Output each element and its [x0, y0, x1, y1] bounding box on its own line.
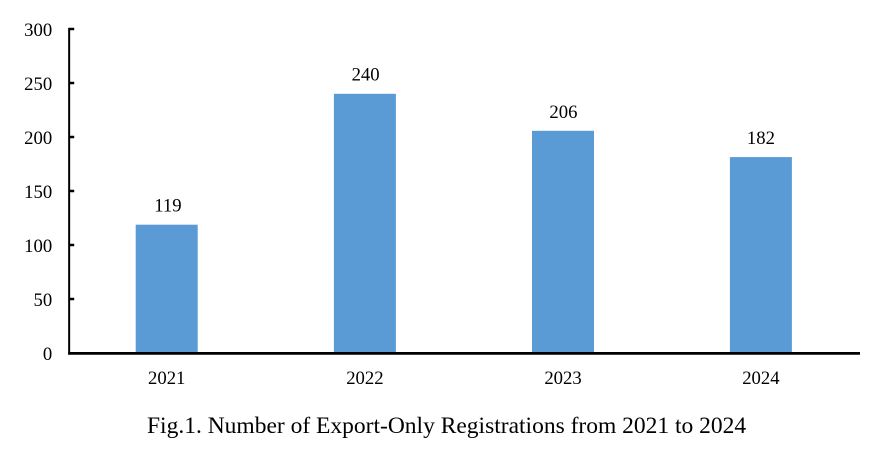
svg-text:300: 300	[24, 20, 52, 41]
svg-text:206: 206	[549, 102, 577, 123]
svg-text:2021: 2021	[148, 368, 185, 389]
svg-text:50: 50	[34, 290, 53, 311]
svg-text:100: 100	[24, 236, 52, 257]
svg-text:119: 119	[154, 195, 181, 216]
svg-text:240: 240	[352, 65, 380, 86]
svg-text:250: 250	[24, 74, 52, 95]
svg-text:Fig.1. Number of Export-Only R: Fig.1. Number of Export-Only Registratio…	[147, 413, 746, 439]
svg-text:182: 182	[747, 128, 775, 149]
svg-text:2024: 2024	[742, 368, 780, 389]
svg-text:2022: 2022	[346, 368, 383, 389]
svg-text:150: 150	[24, 182, 52, 203]
svg-text:0: 0	[43, 344, 52, 365]
svg-text:2023: 2023	[544, 368, 581, 389]
svg-text:200: 200	[24, 128, 52, 149]
